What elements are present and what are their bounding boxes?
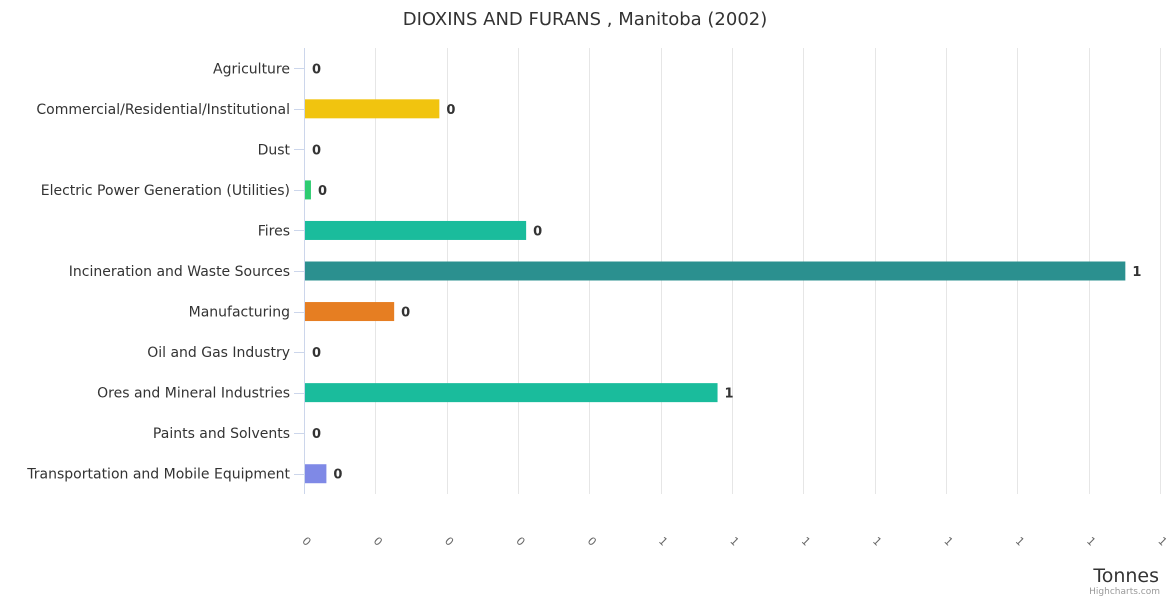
x-tick-label: 1 bbox=[799, 534, 813, 548]
chart-title: DIOXINS AND FURANS , Manitoba (2002) bbox=[403, 9, 768, 30]
category-label: Ores and Mineral Industries bbox=[97, 386, 290, 402]
bar[interactable] bbox=[305, 302, 395, 322]
data-label: 0 bbox=[312, 62, 321, 77]
x-tick-label: 1 bbox=[656, 534, 670, 548]
x-tick-labels: 0 0 0 0 0 1 1 1 1 1 1 1 1 bbox=[299, 534, 1169, 548]
bar[interactable] bbox=[305, 383, 718, 403]
x-tick-label: 0 bbox=[585, 534, 599, 548]
category-label: Incineration and Waste Sources bbox=[69, 264, 290, 280]
data-label: 0 bbox=[401, 306, 410, 321]
data-label: 0 bbox=[333, 468, 342, 483]
data-label: 1 bbox=[725, 387, 734, 402]
x-tick-label: 1 bbox=[870, 534, 884, 548]
category-label: Transportation and Mobile Equipment bbox=[26, 467, 290, 483]
x-tick-label: 0 bbox=[442, 534, 456, 548]
data-label: 0 bbox=[312, 427, 321, 442]
category-labels: Agriculture Commercial/Residential/Instit… bbox=[26, 61, 304, 483]
category-label: Agriculture bbox=[213, 61, 290, 77]
bar[interactable] bbox=[305, 180, 311, 200]
bar[interactable] bbox=[305, 464, 327, 484]
x-tick-label: 0 bbox=[299, 534, 313, 548]
x-axis-title: Tonnes bbox=[1092, 565, 1159, 587]
credits-link[interactable]: Highcharts.com bbox=[1089, 587, 1160, 597]
bar[interactable] bbox=[305, 220, 527, 240]
data-labels: 0 0 0 0 0 1 0 0 1 0 0 bbox=[312, 62, 1141, 482]
bar[interactable] bbox=[305, 99, 440, 119]
category-label: Electric Power Generation (Utilities) bbox=[41, 183, 290, 199]
data-label: 0 bbox=[318, 184, 327, 199]
x-tick-label: 0 bbox=[513, 534, 527, 548]
category-label: Commercial/Residential/Institutional bbox=[36, 102, 290, 118]
x-tick-label: 1 bbox=[1013, 534, 1027, 548]
bars bbox=[305, 99, 1126, 484]
category-label: Paints and Solvents bbox=[153, 426, 290, 442]
x-tick-label: 0 bbox=[371, 534, 385, 548]
data-label: 0 bbox=[312, 346, 321, 361]
bar[interactable] bbox=[305, 261, 1126, 281]
data-label: 0 bbox=[446, 103, 455, 118]
x-tick-label: 1 bbox=[727, 534, 741, 548]
category-label: Dust bbox=[258, 142, 291, 158]
category-label: Oil and Gas Industry bbox=[147, 345, 290, 361]
x-tick-label: 1 bbox=[941, 534, 955, 548]
data-label: 0 bbox=[533, 224, 542, 239]
x-tick-label: 1 bbox=[1155, 534, 1169, 548]
category-label: Manufacturing bbox=[189, 305, 290, 321]
data-label: 1 bbox=[1132, 265, 1141, 280]
category-label: Fires bbox=[258, 223, 290, 239]
data-label: 0 bbox=[312, 143, 321, 158]
x-tick-label: 1 bbox=[1084, 534, 1098, 548]
